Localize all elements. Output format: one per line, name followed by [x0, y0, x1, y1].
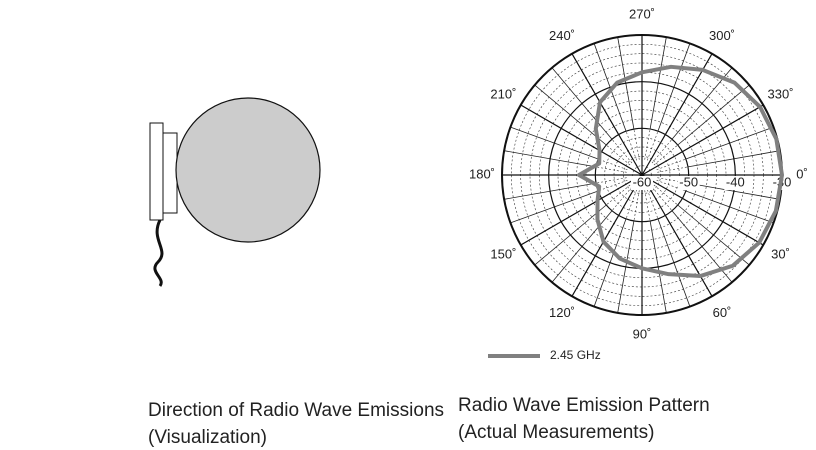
inner-spoke: [625, 189, 637, 219]
inner-spoke: [595, 177, 627, 184]
inner-spoke: [598, 180, 628, 192]
inner-spoke: [606, 184, 631, 206]
inner-spoke: [653, 144, 678, 166]
angle-grid-line: [520, 104, 643, 176]
angle-grid-line: [641, 53, 713, 176]
inner-spoke: [633, 128, 640, 160]
angle-tick-label: 30˚: [771, 246, 790, 261]
antenna-visualization: [149, 97, 321, 287]
inner-spoke: [653, 184, 678, 206]
r-tick-label: -60: [633, 174, 652, 189]
inner-spoke: [606, 144, 631, 166]
caption: (Actual Measurements): [458, 422, 654, 443]
angle-tick-label: 180˚: [469, 166, 495, 181]
inner-spoke: [625, 131, 637, 161]
legend-label: 2.45 GHz: [550, 348, 601, 362]
angle-tick-label: 210˚: [490, 86, 516, 101]
r-label-bg: [724, 176, 747, 190]
angle-grid-line: [571, 53, 643, 176]
antenna-disc: [175, 97, 321, 243]
inner-spoke: [647, 189, 659, 219]
angle-tick-label: 300˚: [709, 28, 735, 43]
mount-plate: [149, 122, 164, 221]
angle-grid-line: [641, 104, 764, 176]
inner-spoke: [595, 166, 627, 173]
inner-spoke: [598, 158, 628, 170]
angle-tick-label: 330˚: [768, 86, 794, 101]
r-label-bg: [631, 176, 653, 190]
inner-spoke: [644, 190, 651, 222]
caption: Direction of Radio Wave Emissions: [148, 400, 444, 421]
angle-tick-label: 150˚: [490, 246, 516, 261]
inner-spoke: [633, 190, 640, 222]
angle-tick-label: 0˚: [796, 166, 808, 181]
mount-block: [162, 132, 178, 214]
angle-grid-line: [641, 174, 764, 246]
r-tick-label: -40: [726, 174, 745, 189]
angle-tick-label: 240˚: [549, 28, 575, 43]
inner-spoke: [651, 186, 673, 211]
inner-spoke: [651, 139, 673, 164]
cable: [153, 219, 164, 287]
r-tick-label: -50: [679, 174, 698, 189]
angle-grid-line: [571, 174, 643, 297]
angle-tick-label: 60˚: [713, 305, 732, 320]
angle-tick-label: 120˚: [549, 305, 575, 320]
inner-spoke: [644, 128, 651, 160]
angle-grid-line: [520, 174, 643, 246]
inner-spoke: [611, 139, 633, 164]
inner-spoke: [656, 158, 686, 170]
inner-spoke: [657, 166, 689, 173]
inner-spoke: [647, 131, 659, 161]
r-label-bg: [677, 176, 700, 190]
inner-spoke: [611, 186, 633, 211]
angle-tick-label: 90˚: [633, 326, 652, 341]
caption: (Visualization): [148, 427, 267, 448]
angle-tick-label: 270˚: [629, 6, 655, 21]
series-line: [577, 64, 784, 279]
caption: Radio Wave Emission Pattern: [458, 395, 710, 416]
